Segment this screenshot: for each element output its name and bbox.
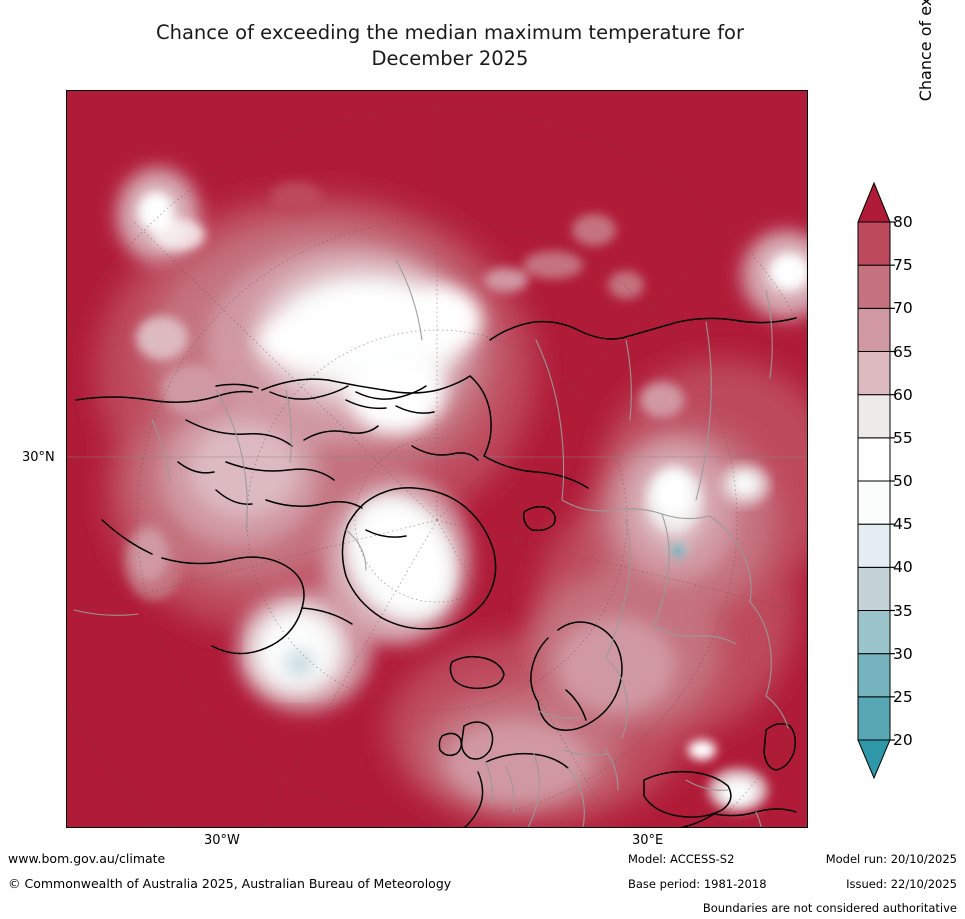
colorbar [856,180,896,780]
colorbar-tick-45: 45 [893,515,913,534]
map-panel: 400 [66,90,808,828]
colorbar-tick-35: 35 [893,601,913,620]
colorbar-tick-55: 55 [893,428,913,447]
colorbar-tick-60: 60 [893,385,913,404]
colorbar-tick-30: 30 [893,644,913,663]
colorbar-svg [857,181,895,780]
colorbar-tick-25: 25 [893,687,913,706]
website-link[interactable]: www.bom.gov.au/climate [8,851,166,866]
colorbar-tick-20: 20 [893,731,913,749]
copyright-text: © Commonwealth of Australia 2025, Austra… [8,876,452,891]
colorbar-tickmarks [890,221,895,741]
issued-text: Issued: 22/10/2025 [846,877,957,891]
colorbar-tick-40: 40 [893,558,913,577]
page-title: Chance of exceeding the median maximum t… [155,21,745,70]
lon-label-30w: 30°W [204,833,240,848]
colorbar-axis-label: Chance of exceeding median max. temp. (%… [905,0,945,220]
forecast-map: 400 [66,90,808,828]
colorbar-tick-70: 70 [893,299,913,318]
colorbar-tick-65: 65 [893,342,913,361]
colorbar-tick-labels: 80 75 70 65 60 55 50 45 40 35 30 25 20 [893,180,927,780]
lat-label-30n: 30°N [22,450,55,465]
model-run-text: Model run: 20/10/2025 [825,852,957,866]
model-text: Model: ACCESS-S2 [628,852,735,866]
colorbar-tick-80: 80 [893,213,913,231]
map-contour-field: 400 [66,90,808,828]
colorbar-bands [857,181,891,780]
colorbar-tick-50: 50 [893,472,913,490]
coastlines [75,317,797,828]
boundaries-disclaimer: Boundaries are not considered authoritat… [702,901,957,915]
base-period-text: Base period: 1981-2018 [628,877,767,891]
colorbar-tick-75: 75 [893,256,913,275]
lon-label-30e: 30°E [632,833,664,848]
